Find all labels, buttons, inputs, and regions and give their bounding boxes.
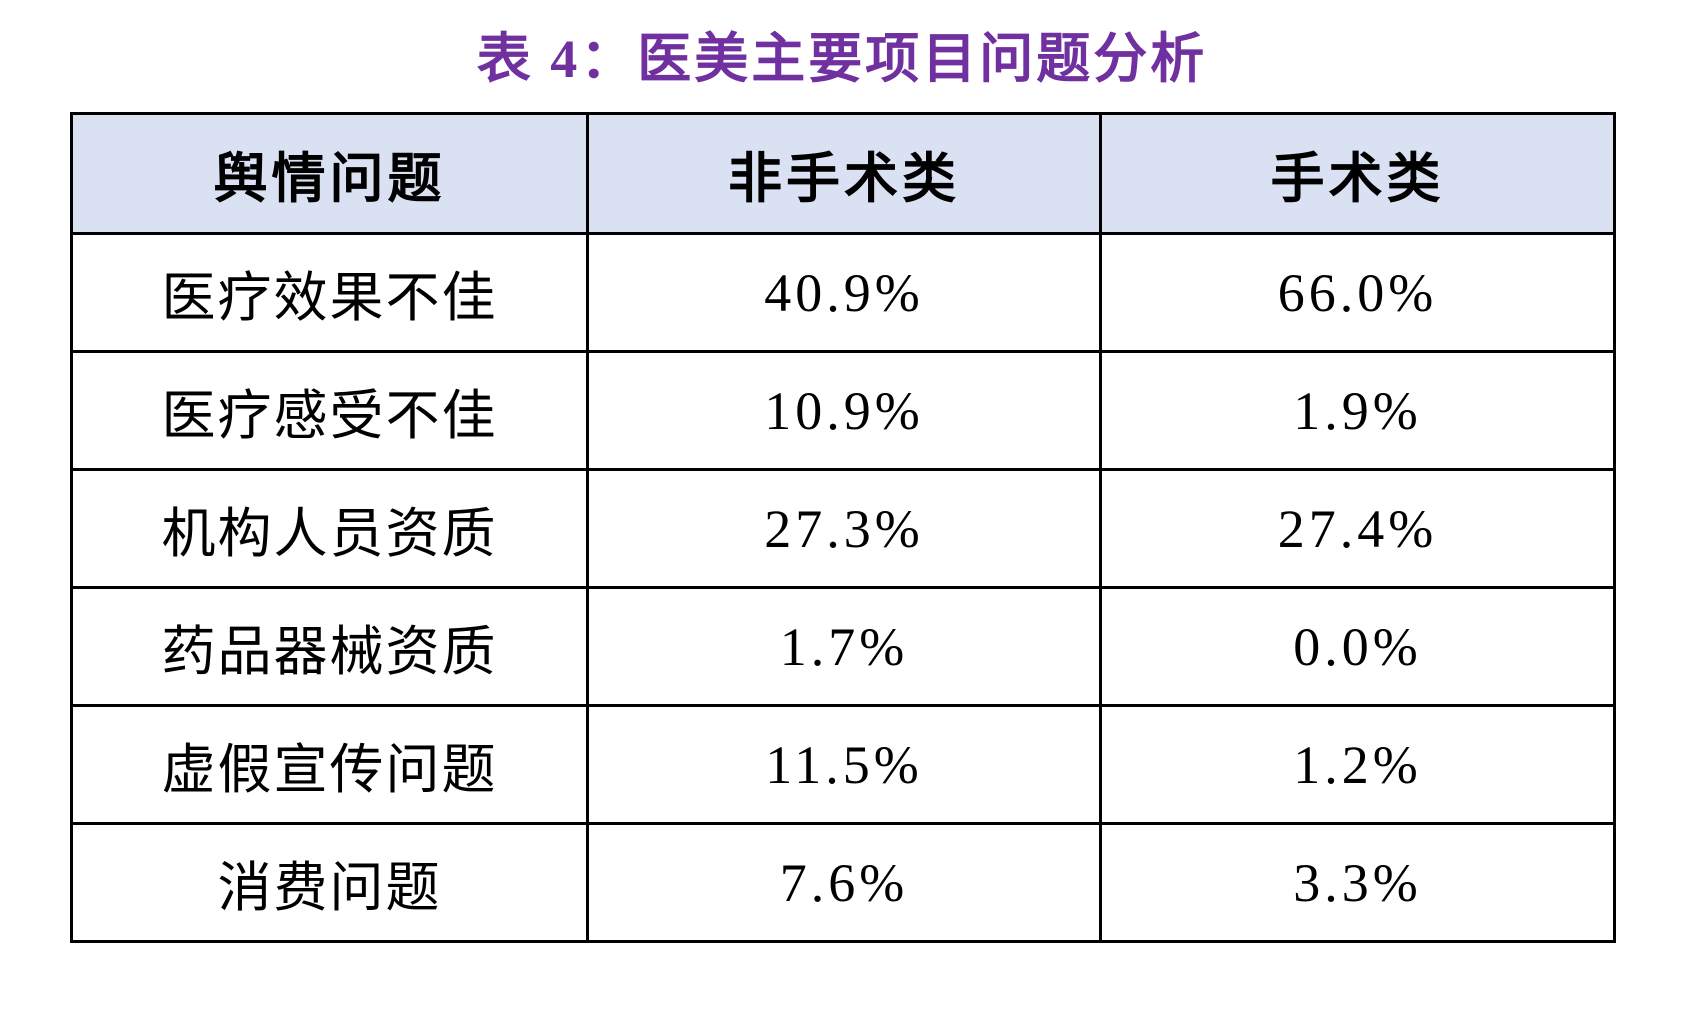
issue-label: 虚假宣传问题 — [70, 704, 589, 825]
surgical-value: 66.0% — [1099, 232, 1616, 353]
table-row: 医疗效果不佳 40.9% 66.0% — [70, 232, 1616, 353]
issue-label: 药品器械资质 — [70, 586, 589, 707]
table-row: 医疗感受不佳 10.9% 1.9% — [70, 350, 1616, 471]
surgical-value: 1.2% — [1099, 704, 1616, 825]
non-surgical-value: 11.5% — [586, 704, 1102, 825]
header-cell-surgical: 手术类 — [1099, 112, 1616, 235]
surgical-value: 27.4% — [1099, 468, 1616, 589]
table-title: 表 4：医美主要项目问题分析 — [476, 29, 1208, 89]
non-surgical-value: 40.9% — [586, 232, 1102, 353]
header-cell-issue: 舆情问题 — [70, 112, 589, 235]
surgical-value: 3.3% — [1099, 822, 1616, 943]
surgical-value: 1.9% — [1099, 350, 1616, 471]
non-surgical-value: 10.9% — [586, 350, 1102, 471]
issue-label: 医疗效果不佳 — [70, 232, 589, 353]
sentiment-issues-table: 舆情问题 非手术类 手术类 医疗效果不佳 40.9% 66.0% 医疗感受不佳 … — [70, 112, 1616, 943]
issue-label: 机构人员资质 — [70, 468, 589, 589]
table-row: 药品器械资质 1.7% 0.0% — [70, 586, 1616, 707]
non-surgical-value: 27.3% — [586, 468, 1102, 589]
table-row: 机构人员资质 27.3% 27.4% — [70, 468, 1616, 589]
header-cell-non-surgical: 非手术类 — [586, 112, 1102, 235]
non-surgical-value: 7.6% — [586, 822, 1102, 943]
issue-label: 消费问题 — [70, 822, 589, 943]
table-row: 虚假宣传问题 11.5% 1.2% — [70, 704, 1616, 825]
surgical-value: 0.0% — [1099, 586, 1616, 707]
table-row: 消费问题 7.6% 3.3% — [70, 822, 1616, 943]
header-row: 舆情问题 非手术类 手术类 — [70, 112, 1616, 235]
non-surgical-value: 1.7% — [586, 586, 1102, 707]
issue-label: 医疗感受不佳 — [70, 350, 589, 471]
